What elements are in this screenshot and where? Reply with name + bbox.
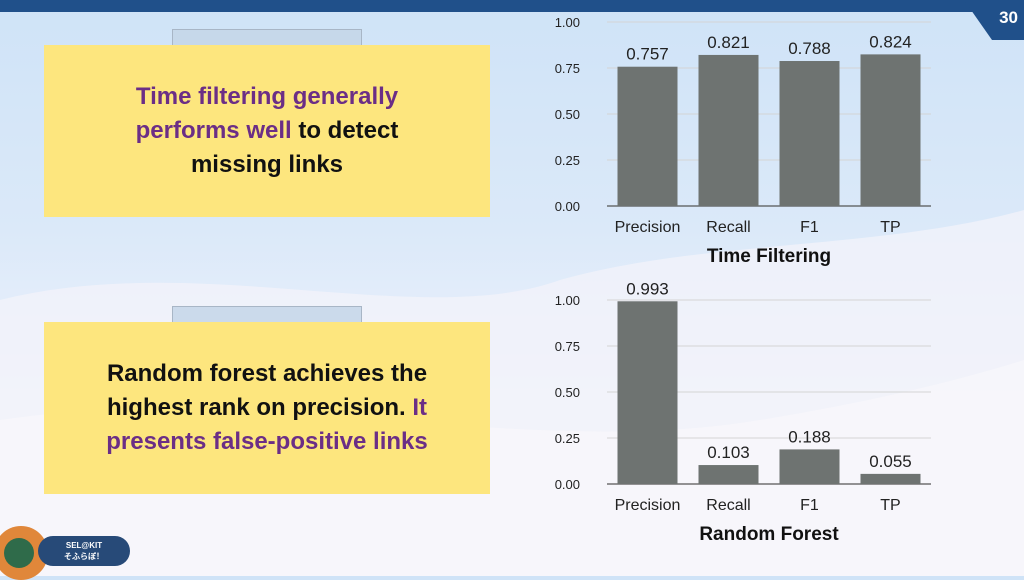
bar-recall [698, 54, 759, 206]
note-text: Time filtering generally performs well t… [107, 80, 427, 182]
top-bar [0, 0, 1024, 12]
logo-label: SEL@KIT そふらぼ！ [38, 536, 130, 566]
x-tick-label: TP [880, 219, 900, 236]
x-tick-label: Recall [706, 219, 750, 236]
y-tick-label: 0.75 [555, 339, 580, 354]
y-tick-label: 0.75 [555, 61, 580, 76]
bar-f1 [779, 61, 840, 207]
y-tick-label: 0.25 [555, 153, 580, 168]
x-tick-label: Precision [615, 497, 681, 514]
note-text: Random forest achieves the highest rank … [77, 357, 457, 459]
page-corner [964, 0, 1024, 40]
note-highlight-text: It presents false-positive links [106, 394, 428, 455]
y-tick-label: 0.00 [555, 199, 580, 214]
logo: SEL@KIT そふらぼ！ [0, 524, 140, 580]
data-label: 0.993 [626, 279, 669, 298]
note-plain-text: to detect missing links [190, 117, 399, 178]
y-tick-label: 0.25 [555, 431, 580, 446]
data-label: 0.055 [869, 452, 912, 471]
bar-recall [698, 465, 759, 484]
note-plain-text: Random forest achieves the highest rank … [106, 360, 428, 421]
data-label: 0.103 [707, 443, 750, 462]
y-tick-label: 0.50 [555, 107, 580, 122]
bar-tp [860, 473, 921, 484]
x-tick-label: Precision [615, 219, 681, 236]
bar-tp [860, 54, 921, 206]
logo-line1: SEL@KIT [65, 541, 103, 550]
y-tick-label: 1.00 [555, 15, 580, 30]
data-label: 0.824 [869, 32, 912, 51]
chart-random-forest: 0.00 0.25 0.50 0.75 1.00 0.993 Precision 0.103 R… [555, 279, 931, 545]
data-label: 0.188 [788, 427, 831, 446]
bar-f1 [779, 449, 840, 484]
chart-title: Time Filtering [707, 246, 831, 267]
x-tick-label: F1 [800, 497, 819, 514]
x-tick-label: F1 [800, 219, 819, 236]
y-tick-label: 0.00 [555, 477, 580, 492]
page-number: 30 [999, 8, 1018, 27]
note-time-filtering: Time filtering generally performs well t… [44, 45, 490, 217]
note-highlight-text: Time filtering generally performs well [135, 83, 399, 144]
y-tick-label: 0.50 [555, 385, 580, 400]
x-tick-label: Recall [706, 497, 750, 514]
logo-mascot-icon [4, 538, 34, 568]
data-label: 0.821 [707, 33, 750, 52]
y-tick-label: 1.00 [555, 293, 580, 308]
bar-precision [617, 301, 678, 484]
note-random-forest: Random forest achieves the highest rank … [44, 322, 490, 494]
chart-time-filtering: 0.00 0.25 0.50 0.75 1.00 0.757 Precision 0.821 R… [555, 15, 931, 267]
chart-title: Random Forest [699, 524, 839, 545]
logo-line2: そふらぼ！ [64, 552, 104, 561]
data-label: 0.788 [788, 39, 831, 58]
x-tick-label: TP [880, 497, 900, 514]
bar-precision [617, 66, 678, 206]
data-label: 0.757 [626, 45, 669, 64]
